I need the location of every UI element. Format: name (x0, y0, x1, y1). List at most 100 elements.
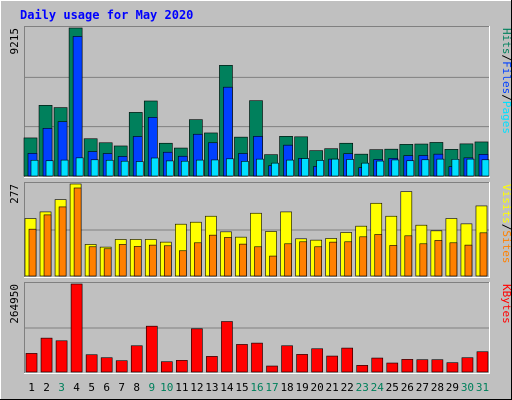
y-max-label: 9215 (8, 28, 21, 55)
side-legend-files: Files (500, 61, 512, 94)
x-tick-label: 7 (118, 381, 125, 394)
bar-pages-day-7 (120, 160, 129, 177)
bar-pages-day-4 (75, 157, 84, 177)
side-legend-pages: Pages (500, 101, 512, 134)
side-legend-separator: / (500, 55, 512, 62)
bar-sites-day-4 (73, 187, 82, 277)
x-tick-label: 10 (160, 381, 173, 394)
bar-pages-day-12 (196, 159, 204, 177)
bar-kbytes-day-11 (176, 360, 188, 373)
bar-sites-day-21 (329, 241, 337, 277)
bar-kbytes-day-20 (311, 348, 323, 373)
bar-sites-day-3 (58, 206, 67, 277)
bar-sites-day-25 (389, 245, 398, 277)
chart-title: Daily usage for May 2020 (20, 8, 193, 22)
panel-3: 264950 KBytes (8, 282, 512, 374)
bar-pages-day-17 (271, 162, 279, 177)
bar-pages-day-9 (150, 157, 159, 177)
bar-kbytes-day-15 (236, 344, 248, 373)
x-tick-label: 30 (461, 381, 474, 394)
bar-kbytes-day-4 (70, 283, 83, 373)
bar-kbytes-day-25 (386, 362, 399, 373)
bar-pages-day-28 (436, 158, 445, 177)
bar-sites-day-1 (28, 228, 37, 277)
bar-sites-day-8 (133, 246, 142, 277)
bar-sites-day-23 (359, 236, 368, 277)
bar-kbytes-day-13 (206, 356, 218, 373)
bar-pages-day-8 (135, 161, 144, 177)
x-axis-day-labels: 1 2 3 4 5 6 7 8 9 10 11 12 13 14 15 16 17 18 19 20 21 22 23 24 2… (28, 381, 489, 394)
bar-kbytes-day-17 (266, 365, 278, 373)
x-tick-label: 17 (265, 381, 278, 394)
bar-kbytes-day-6 (100, 357, 113, 373)
x-tick-label: 31 (476, 381, 489, 394)
x-tick-label: 9 (148, 381, 155, 394)
x-tick-label: 2 (43, 381, 50, 394)
x-tick-label: 1 (28, 381, 35, 394)
bar-sites-day-30 (464, 244, 473, 277)
bar-kbytes-day-30 (461, 357, 474, 373)
bar-kbytes-day-22 (341, 347, 354, 373)
bar-kbytes-day-26 (401, 359, 414, 373)
x-tick-label: 15 (235, 381, 248, 394)
bar-sites-day-18 (284, 243, 292, 277)
x-tick-label: 24 (371, 381, 385, 394)
bar-pages-day-27 (421, 159, 430, 177)
bar-sites-day-7 (118, 244, 127, 277)
bar-pages-day-13 (211, 159, 219, 177)
bar-pages-day-29 (451, 158, 460, 177)
x-tick-label: 21 (326, 381, 339, 394)
bar-pages-day-2 (45, 160, 54, 177)
bar-sites-day-17 (269, 255, 277, 277)
side-legend-separator: / (500, 94, 512, 101)
bar-kbytes-day-7 (115, 360, 128, 373)
bar-pages-day-21 (331, 158, 339, 177)
bar-pages-day-14 (226, 158, 234, 177)
bar-sites-day-11 (179, 250, 187, 277)
x-tick-label: 3 (58, 381, 65, 394)
bar-sites-day-31 (479, 232, 488, 277)
side-legend: Hits/Files/Pages (500, 28, 512, 134)
bar-pages-day-26 (406, 160, 415, 177)
bar-sites-day-2 (43, 214, 52, 277)
bar-kbytes-day-23 (356, 365, 369, 373)
bar-kbytes-day-9 (145, 325, 158, 373)
panel-1: 9215 Hits/Files/Pages (8, 26, 512, 178)
bar-files-day-4 (72, 36, 83, 177)
bar-sites-day-26 (404, 235, 413, 277)
y-max-label: 277 (8, 184, 21, 204)
bar-sites-day-14 (224, 237, 232, 277)
bar-sites-day-27 (419, 243, 428, 277)
x-tick-label: 25 (386, 381, 399, 394)
x-tick-label: 6 (103, 381, 110, 394)
bar-sites-day-19 (299, 241, 307, 277)
x-tick-label: 14 (220, 381, 234, 394)
bar-kbytes-day-21 (326, 355, 338, 373)
bar-kbytes-day-14 (221, 321, 233, 373)
bar-sites-day-6 (103, 248, 112, 277)
bar-pages-day-25 (391, 159, 400, 177)
bar-kbytes-day-31 (476, 351, 489, 373)
x-tick-label: 18 (280, 381, 293, 394)
side-legend-visits: Visits (500, 184, 512, 224)
bar-kbytes-day-5 (85, 354, 98, 373)
bar-sites-day-15 (239, 243, 247, 277)
bar-pages-day-20 (316, 160, 324, 177)
bar-kbytes-day-27 (416, 359, 429, 373)
bar-pages-day-5 (90, 159, 99, 177)
bar-pages-day-1 (30, 159, 39, 177)
bar-pages-day-19 (301, 158, 309, 177)
bar-kbytes-day-19 (296, 354, 308, 373)
bar-kbytes-day-16 (251, 342, 263, 373)
x-tick-label: 8 (133, 381, 140, 394)
bar-pages-day-15 (241, 161, 249, 177)
bar-kbytes-day-3 (55, 340, 68, 373)
bar-kbytes-day-29 (446, 362, 459, 373)
bar-sites-day-9 (148, 244, 157, 277)
bar-pages-day-3 (60, 159, 69, 177)
bar-sites-day-12 (194, 242, 202, 277)
x-tick-label: 20 (311, 381, 324, 394)
bar-sites-day-20 (314, 246, 322, 277)
x-tick-label: 5 (88, 381, 95, 394)
bar-kbytes-day-18 (281, 345, 293, 373)
